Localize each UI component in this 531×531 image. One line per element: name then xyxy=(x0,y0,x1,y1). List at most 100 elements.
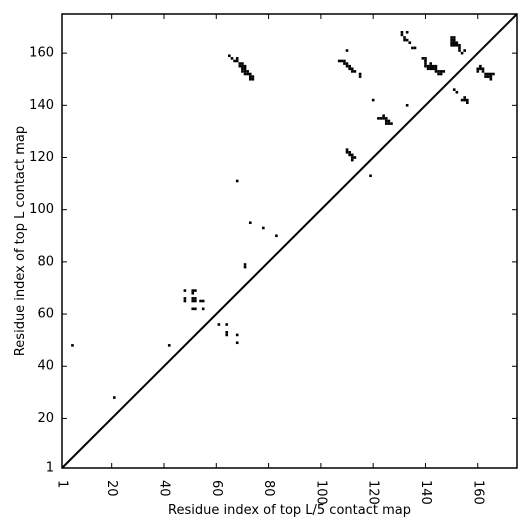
contact-point xyxy=(194,289,197,292)
contact-point xyxy=(434,70,438,73)
contact-point xyxy=(345,150,349,154)
y-tick-label: 1 xyxy=(46,461,54,476)
contact-point xyxy=(439,72,443,76)
contact-point xyxy=(343,59,346,63)
contact-point xyxy=(262,226,265,230)
contact-point xyxy=(437,70,440,73)
contact-point xyxy=(466,101,469,105)
contact-point xyxy=(228,54,231,58)
contact-point xyxy=(348,150,351,154)
contact-point xyxy=(476,70,480,73)
contact-point xyxy=(463,96,466,99)
x-tick-label: 140 xyxy=(418,480,433,505)
contact-points xyxy=(71,30,495,399)
x-tick-label: 60 xyxy=(209,480,224,497)
contact-point xyxy=(432,64,435,68)
contact-point xyxy=(345,62,349,65)
contact-point xyxy=(450,41,453,45)
contact-point xyxy=(429,67,433,71)
contact-point xyxy=(241,64,244,68)
contact-point xyxy=(437,72,440,76)
x-tick-label: 20 xyxy=(104,480,119,497)
contact-point xyxy=(452,88,456,91)
contact-point xyxy=(241,62,244,65)
contact-point xyxy=(379,117,383,120)
contact-point xyxy=(405,38,409,42)
diagonal-line xyxy=(61,13,518,469)
contact-point xyxy=(251,77,255,81)
contact-point xyxy=(384,122,388,125)
contact-point xyxy=(377,117,380,120)
contact-point xyxy=(458,49,461,52)
contact-point xyxy=(238,64,242,68)
contact-point xyxy=(345,64,349,68)
contact-point xyxy=(201,307,205,311)
contact-point xyxy=(390,122,393,125)
contact-point xyxy=(248,77,252,81)
contact-point xyxy=(167,344,171,347)
contact-point xyxy=(432,67,435,71)
contact-point xyxy=(183,299,187,303)
contact-point xyxy=(479,67,482,71)
contact-point xyxy=(243,72,247,76)
y-tick-label: 140 xyxy=(29,98,54,113)
contact-point xyxy=(350,70,354,73)
contact-point xyxy=(358,72,362,76)
contact-point xyxy=(345,148,349,151)
contact-point xyxy=(340,59,344,63)
contact-point xyxy=(452,41,456,45)
x-axis-label: Residue index of top L/5 contact map xyxy=(168,503,411,518)
contact-point xyxy=(241,70,244,73)
contact-point xyxy=(191,297,195,300)
contact-point xyxy=(384,117,388,120)
contact-point xyxy=(348,153,351,157)
contact-point xyxy=(411,46,414,50)
contact-point xyxy=(345,49,349,52)
contact-point xyxy=(458,44,461,47)
contact-point xyxy=(350,158,354,162)
contact-point xyxy=(452,38,456,42)
contact-point xyxy=(481,70,485,73)
contact-point xyxy=(403,36,406,39)
contact-point xyxy=(382,114,385,118)
contact-point xyxy=(350,153,354,157)
contact-point xyxy=(484,72,487,76)
contact-point xyxy=(460,51,464,55)
contact-point xyxy=(191,307,195,311)
x-tick-labels: 1 20 40 60 80 100 120 140 160 xyxy=(55,480,486,505)
contact-point xyxy=(387,122,391,125)
contact-point xyxy=(463,49,466,52)
contact-point xyxy=(413,46,417,50)
contact-point xyxy=(429,62,433,65)
contact-point xyxy=(235,57,239,60)
contact-point xyxy=(369,174,372,178)
contact-point xyxy=(486,72,490,76)
contact-point xyxy=(429,64,433,68)
contact-point xyxy=(466,98,469,102)
contact-point xyxy=(248,72,252,76)
contact-point xyxy=(191,289,195,292)
contact-point xyxy=(424,59,427,63)
contact-point xyxy=(350,67,354,71)
contact-point xyxy=(450,36,453,39)
y-tick-label: 80 xyxy=(37,254,54,269)
contact-point xyxy=(248,75,252,78)
contact-point xyxy=(424,57,427,60)
plot-frame xyxy=(61,13,518,469)
x-tick-label: 40 xyxy=(156,480,171,497)
contact-point xyxy=(71,344,74,347)
y-tick-label: 160 xyxy=(29,46,54,61)
contact-point xyxy=(233,59,236,63)
contact-point xyxy=(235,341,239,345)
contact-point xyxy=(191,291,195,295)
contact-point xyxy=(358,75,362,78)
x-tick-label: 160 xyxy=(470,480,485,505)
contact-point xyxy=(371,98,375,102)
y-tick-label: 100 xyxy=(29,202,54,217)
contact-point xyxy=(460,98,464,102)
contact-point xyxy=(337,59,341,63)
contact-point xyxy=(238,62,242,65)
contact-point xyxy=(481,67,485,71)
contact-point xyxy=(426,67,430,71)
contact-point xyxy=(403,38,406,42)
